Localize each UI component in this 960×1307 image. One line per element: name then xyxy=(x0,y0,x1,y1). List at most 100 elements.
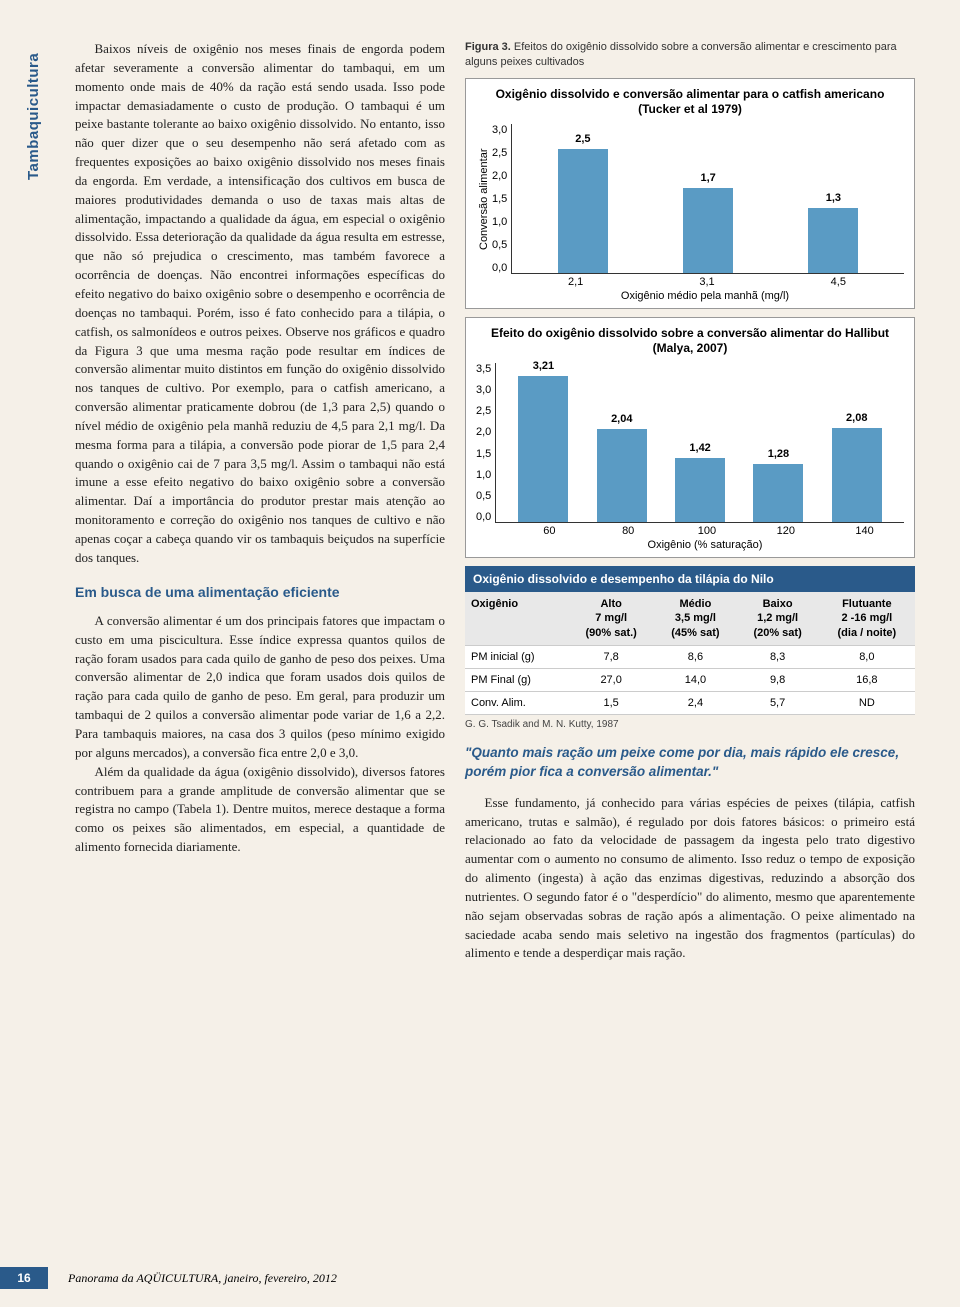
chart-halibut: Efeito do oxigênio dissolvido sobre a co… xyxy=(465,317,915,558)
figure-caption-text: Efeitos do oxigênio dissolvido sobre a c… xyxy=(465,41,897,68)
bar-value-label: 2,08 xyxy=(846,412,867,424)
x-tick: 3,1 xyxy=(682,276,732,288)
chart-plot: 3,21 2,04 1,42 1,28 2,08 xyxy=(495,363,904,523)
y-tick: 0,0 xyxy=(492,262,507,274)
bar-value-label: 1,42 xyxy=(689,442,710,454)
table-cell: PM Final (g) xyxy=(465,668,568,691)
x-tick: 80 xyxy=(603,525,653,537)
bar: 2,08 xyxy=(832,428,882,522)
table-cell: ND xyxy=(819,691,915,714)
bar: 1,7 xyxy=(683,188,733,272)
x-tick: 140 xyxy=(840,525,890,537)
chart-title: Oxigênio dissolvido e conversão alimenta… xyxy=(476,87,904,118)
y-tick: 3,0 xyxy=(492,124,507,136)
table-row: Conv. Alim.1,52,45,7ND xyxy=(465,691,915,714)
table-cell: 8,3 xyxy=(737,645,819,668)
y-tick: 0,0 xyxy=(476,511,491,523)
bar: 1,28 xyxy=(753,464,803,522)
x-tick: 100 xyxy=(682,525,732,537)
table-header-bar: Oxigênio dissolvido e desempenho da tilá… xyxy=(465,566,915,592)
bar: 1,42 xyxy=(675,458,725,523)
y-axis-ticks: 3,5 3,0 2,5 2,0 1,5 1,0 0,5 0,0 xyxy=(476,363,495,523)
x-axis-label: Oxigênio médio pela manhã (mg/l) xyxy=(506,290,904,302)
bar: 3,21 xyxy=(518,376,568,522)
table-cell: 7,8 xyxy=(568,645,654,668)
table-cell: 1,5 xyxy=(568,691,654,714)
bar-value-label: 3,21 xyxy=(533,360,554,372)
bars-container: 3,21 2,04 1,42 1,28 2,08 xyxy=(496,363,904,522)
bar-value-label: 2,04 xyxy=(611,413,632,425)
body-paragraph: Esse fundamento, já conhecido para vária… xyxy=(465,794,915,964)
x-tick: 120 xyxy=(761,525,811,537)
y-tick: 0,5 xyxy=(476,490,491,502)
bar-value-label: 2,5 xyxy=(575,133,590,145)
tilapia-table-wrap: Oxigênio dissolvido e desempenho da tilá… xyxy=(465,566,915,730)
chart-catfish: Oxigênio dissolvido e conversão alimenta… xyxy=(465,78,915,309)
body-paragraph: Além da qualidade da água (oxigênio diss… xyxy=(75,763,445,857)
table-source: G. G. Tsadik and M. N. Kutty, 1987 xyxy=(465,719,915,730)
chart-title: Efeito do oxigênio dissolvido sobre a co… xyxy=(476,326,904,357)
table-col-header: Médio3,5 mg/l(45% sat) xyxy=(654,592,736,645)
table-col-header: Baixo1,2 mg/l(20% sat) xyxy=(737,592,819,645)
body-paragraph: A conversão alimentar é um dos principai… xyxy=(75,612,445,763)
y-tick: 3,5 xyxy=(476,363,491,375)
x-tick: 4,5 xyxy=(813,276,863,288)
table-cell: 14,0 xyxy=(654,668,736,691)
bars-container: 2,5 1,7 1,3 xyxy=(512,124,904,273)
y-axis-ticks: 3,02,52,01,51,00,50,0 xyxy=(492,124,511,274)
table-cell: 5,7 xyxy=(737,691,819,714)
bar: 2,5 xyxy=(558,149,608,273)
x-axis-ticks: 60 80 100 120 140 xyxy=(510,523,904,537)
table-col-header: Flutuante2 -16 mg/l(dia / noite) xyxy=(819,592,915,645)
y-tick: 0,5 xyxy=(492,239,507,251)
table-cell: 2,4 xyxy=(654,691,736,714)
y-axis-label: Conversão alimentar xyxy=(476,124,492,274)
y-tick: 2,0 xyxy=(492,170,507,182)
pull-quote: "Quanto mais ração um peixe come por dia… xyxy=(465,744,915,782)
right-column: Figura 3. Efeitos do oxigênio dissolvido… xyxy=(465,40,915,963)
bar: 2,04 xyxy=(597,429,647,522)
page-content: Baixos níveis de oxigênio nos meses fina… xyxy=(0,0,960,983)
chart-plot: 2,5 1,7 1,3 xyxy=(511,124,904,274)
table-cell: 27,0 xyxy=(568,668,654,691)
table-cell: PM inicial (g) xyxy=(465,645,568,668)
body-paragraph: Baixos níveis de oxigênio nos meses fina… xyxy=(75,40,445,568)
y-tick: 3,0 xyxy=(476,384,491,396)
table-body: PM inicial (g)7,88,68,38,0PM Final (g)27… xyxy=(465,645,915,714)
figure-number: Figura 3. xyxy=(465,41,511,53)
table-cell: 8,6 xyxy=(654,645,736,668)
table-header-row: OxigênioAlto7 mg/l(90% sat.)Médio3,5 mg/… xyxy=(465,592,915,645)
x-tick: 60 xyxy=(524,525,574,537)
bar-value-label: 1,28 xyxy=(768,448,789,460)
x-tick: 2,1 xyxy=(551,276,601,288)
table-cell: 8,0 xyxy=(819,645,915,668)
y-tick: 2,5 xyxy=(492,147,507,159)
section-label: Tambaquicultura xyxy=(25,53,42,180)
y-tick: 2,5 xyxy=(476,405,491,417)
y-tick: 1,0 xyxy=(476,469,491,481)
tilapia-table: OxigênioAlto7 mg/l(90% sat.)Médio3,5 mg/… xyxy=(465,592,915,715)
table-cell: 16,8 xyxy=(819,668,915,691)
footer-text: Panorama da AQÜICULTURA, janeiro, fevere… xyxy=(68,1271,337,1286)
issue-date: janeiro, fevereiro, 2012 xyxy=(221,1271,337,1285)
bar-value-label: 1,3 xyxy=(826,192,841,204)
table-cell: 9,8 xyxy=(737,668,819,691)
table-row: PM Final (g)27,014,09,816,8 xyxy=(465,668,915,691)
table-col-header: Oxigênio xyxy=(465,592,568,645)
y-tick: 1,0 xyxy=(492,216,507,228)
x-axis-ticks: 2,1 3,1 4,5 xyxy=(510,274,904,288)
left-column: Baixos níveis de oxigênio nos meses fina… xyxy=(75,40,445,963)
chart-area: 3,5 3,0 2,5 2,0 1,5 1,0 0,5 0,0 3,21 2,04 1,42 1,2… xyxy=(476,363,904,523)
bar-value-label: 1,7 xyxy=(700,172,715,184)
table-row: PM inicial (g)7,88,68,38,0 xyxy=(465,645,915,668)
table-cell: Conv. Alim. xyxy=(465,691,568,714)
subheading: Em busca de uma alimentação eficiente xyxy=(75,582,445,602)
y-tick: 2,0 xyxy=(476,426,491,438)
table-col-header: Alto7 mg/l(90% sat.) xyxy=(568,592,654,645)
magazine-name: Panorama da AQÜICULTURA, xyxy=(68,1271,221,1285)
y-tick: 1,5 xyxy=(476,448,491,460)
page-footer: 16 Panorama da AQÜICULTURA, janeiro, fev… xyxy=(0,1267,960,1289)
bar: 1,3 xyxy=(808,208,858,273)
chart-area: Conversão alimentar 3,02,52,01,51,00,50,… xyxy=(476,124,904,274)
page-number: 16 xyxy=(0,1267,48,1289)
